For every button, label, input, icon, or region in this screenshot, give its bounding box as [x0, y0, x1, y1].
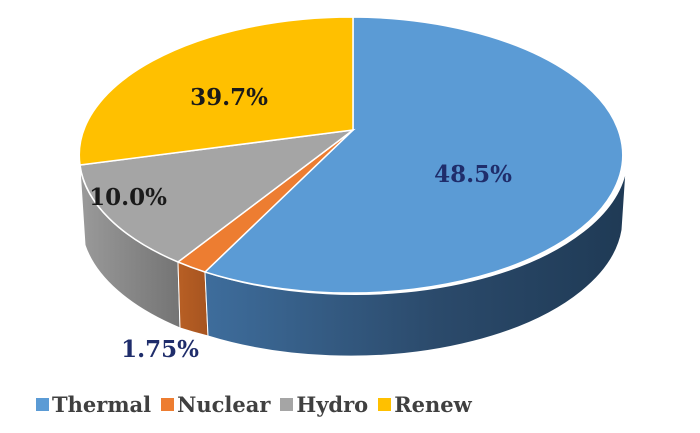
legend-swatch-thermal [36, 398, 49, 411]
legend-label-thermal: Thermal [52, 392, 152, 417]
legend-item-thermal[interactable]: Thermal [36, 392, 151, 417]
slice-renew[interactable] [78, 16, 354, 166]
legend-swatch-nuclear [161, 398, 175, 411]
data-label-hydro: 10.0% [89, 184, 167, 211]
legend-item-nuclear[interactable]: Nuclear [161, 392, 270, 417]
chart-legend: Thermal Nuclear Hydro Renew [0, 392, 700, 417]
legend-item-hydro[interactable]: Hydro [280, 392, 368, 417]
legend-swatch-hydro [280, 398, 294, 411]
slice-thermal-side [204, 169, 627, 357]
legend-label-renew: Renew [394, 392, 472, 417]
slice-thermal[interactable] [203, 16, 624, 294]
legend-label-hydro: Hydro [296, 392, 369, 417]
slice-hydro[interactable] [79, 128, 356, 263]
slice-nuclear-side [177, 261, 209, 337]
legend-swatch-renew [378, 398, 392, 411]
pie-top-faces [78, 16, 624, 294]
data-label-thermal: 48.5% [434, 161, 512, 188]
data-label-nuclear: 1.75% [121, 336, 199, 363]
pie-side-walls [79, 167, 627, 357]
legend-label-nuclear: Nuclear [177, 392, 271, 417]
data-label-renew: 39.7% [190, 84, 268, 111]
legend-item-renew[interactable]: Renew [378, 392, 472, 417]
